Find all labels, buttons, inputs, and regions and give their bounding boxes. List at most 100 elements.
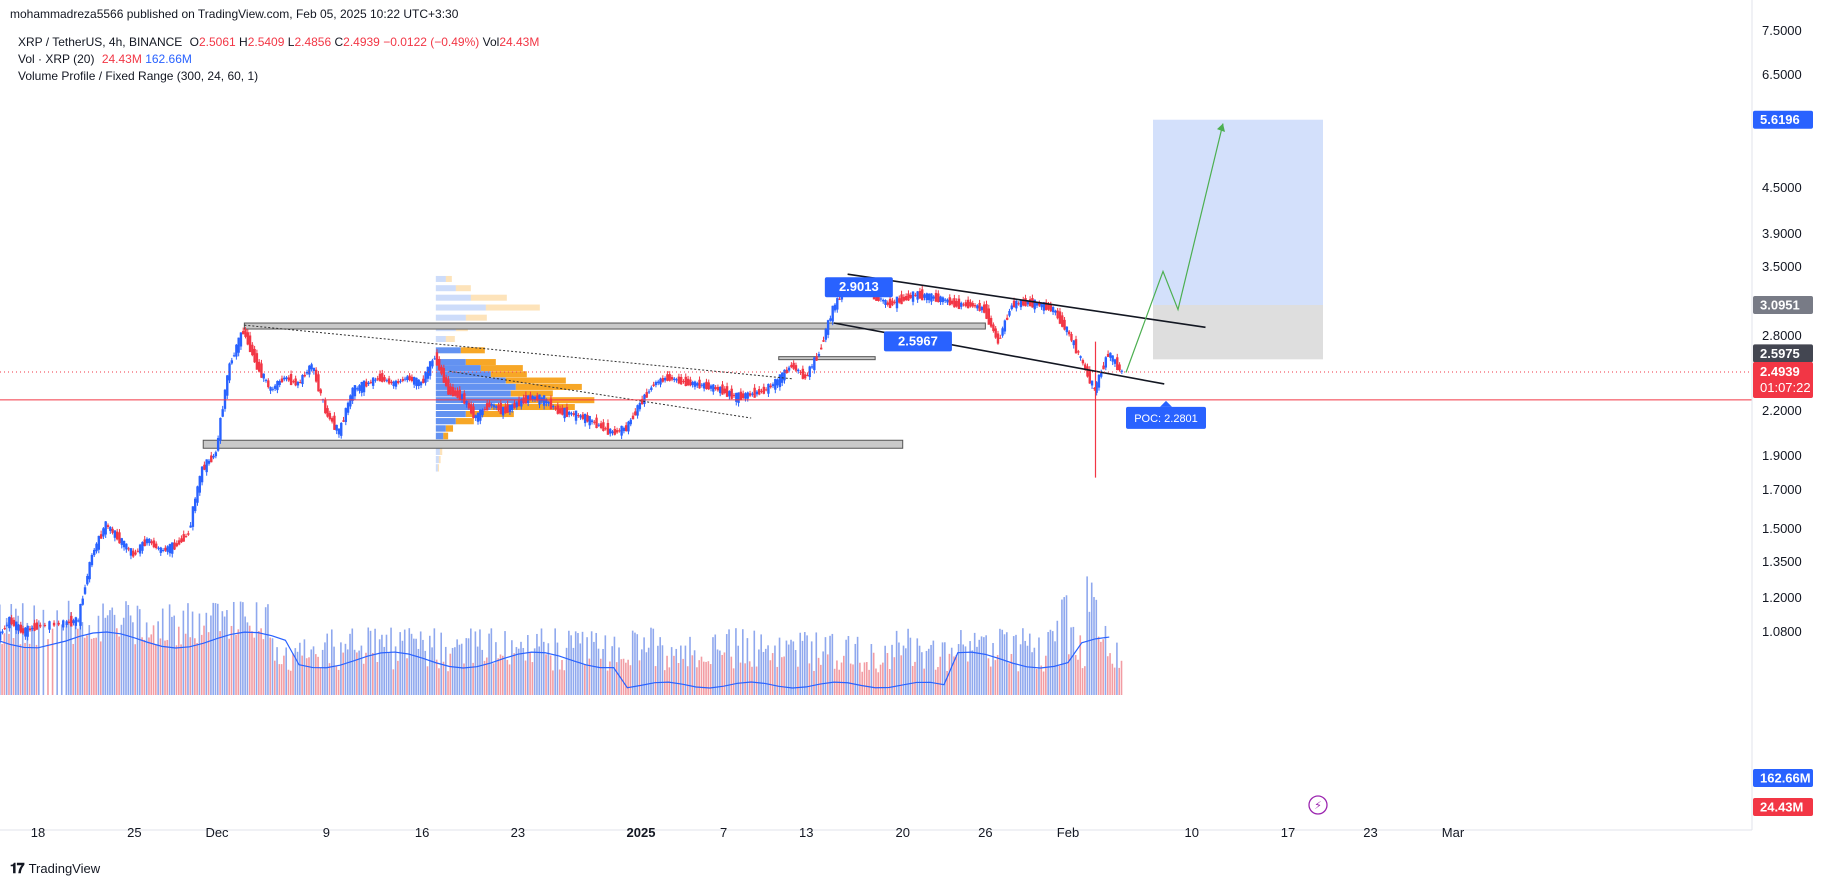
volume-bar xyxy=(171,616,173,695)
candle-body xyxy=(81,598,84,605)
volume-bar xyxy=(485,657,488,695)
price-tick-label: 6.5000 xyxy=(1762,67,1802,82)
candle-body xyxy=(953,298,956,308)
candle-body xyxy=(684,376,687,386)
volume-bar xyxy=(588,658,591,695)
open-key: O xyxy=(189,35,199,49)
vp-bar-up xyxy=(435,411,466,418)
candle-body xyxy=(458,389,461,401)
volume-bar xyxy=(888,669,891,695)
volume-bar xyxy=(31,625,33,695)
candle-body xyxy=(310,364,313,370)
volume-bar xyxy=(1106,656,1109,695)
volume-bar xyxy=(778,637,781,695)
candle-body xyxy=(467,402,471,409)
candle-body xyxy=(273,385,277,389)
vp-bar-down xyxy=(490,404,575,411)
candle-body xyxy=(755,391,759,395)
volume-bar xyxy=(17,615,19,695)
volume-bar xyxy=(797,666,799,695)
volume-bar xyxy=(221,611,224,695)
symbol-name[interactable]: XRP / TetherUS, 4h, BINANCE xyxy=(18,35,183,49)
volume-bar xyxy=(877,672,880,695)
volume-bar xyxy=(517,648,520,695)
vp-indicator-name[interactable]: Volume Profile / Fixed Range (300, 24, 6… xyxy=(18,69,259,83)
label-2-9013-bg xyxy=(824,277,893,298)
vol-indicator-name[interactable]: Vol · XRP (20) xyxy=(18,52,95,66)
volume-bar xyxy=(826,654,829,695)
volume-bar xyxy=(1031,652,1033,695)
candle-body xyxy=(764,389,768,391)
volume-bar xyxy=(273,660,276,695)
candle-body xyxy=(444,377,448,386)
volume-bar xyxy=(893,657,896,695)
candle-body xyxy=(930,293,933,302)
volume-bar xyxy=(556,642,559,695)
price-tick-label: 3.9000 xyxy=(1762,226,1802,241)
volume-bar xyxy=(317,656,319,695)
volume-bar xyxy=(776,666,779,695)
volume-bar xyxy=(803,632,806,695)
candle-body xyxy=(93,549,96,556)
volume-bar xyxy=(106,615,109,695)
candle-body xyxy=(778,374,782,388)
volume-bar xyxy=(1010,653,1013,695)
candle-body xyxy=(707,382,710,390)
volume-bar xyxy=(909,637,912,695)
volume-bar xyxy=(454,647,456,695)
footer-brand[interactable]: 𝟏𝟕 TradingView xyxy=(10,860,100,877)
candle-body xyxy=(132,550,135,557)
candle-body xyxy=(1003,320,1007,332)
candle-body xyxy=(531,396,534,400)
volume-bar xyxy=(189,637,192,695)
candle-body xyxy=(570,413,573,415)
candle-body xyxy=(394,380,398,387)
candle-body xyxy=(517,399,521,407)
candle-body xyxy=(180,538,183,543)
candle-body xyxy=(806,374,809,376)
candle-body xyxy=(456,390,459,398)
volume-bar xyxy=(122,617,125,695)
candle-body xyxy=(939,296,942,303)
volume-bar xyxy=(854,643,857,695)
volume-bar xyxy=(378,639,381,695)
vol-ma-badge-bg xyxy=(1753,769,1813,787)
candle-body xyxy=(328,413,332,420)
volume-bar xyxy=(886,652,889,695)
candle-body xyxy=(606,423,610,435)
candle-body xyxy=(335,424,338,431)
volume-bar xyxy=(652,628,655,695)
time-tick-label: 7 xyxy=(720,825,727,840)
volume-bar xyxy=(24,642,26,695)
volume-bar xyxy=(472,662,474,695)
resistance-box xyxy=(243,322,986,330)
candle-body xyxy=(251,344,254,356)
candle-body xyxy=(712,384,715,392)
vol-indicator-value: 24.43M xyxy=(101,52,142,66)
volume-bar xyxy=(872,652,875,695)
volume-bar xyxy=(104,617,107,695)
label-2-9013: 2.9013 xyxy=(839,279,879,294)
volume-bar xyxy=(927,648,930,695)
candle-body xyxy=(260,363,263,378)
price-tick-label: 2.2000 xyxy=(1762,403,1802,418)
candle-body xyxy=(797,369,800,372)
volume-bar xyxy=(315,654,317,695)
volume-bar xyxy=(408,628,411,695)
volume-bar xyxy=(709,664,712,695)
vp-bar-down xyxy=(510,390,553,397)
candle-body xyxy=(337,428,341,435)
candle-body xyxy=(634,411,637,416)
volume-bar xyxy=(907,628,909,695)
candle-body xyxy=(33,623,36,631)
volume-bar xyxy=(813,670,815,695)
publisher-line: mohammadreza5566 published on TradingVie… xyxy=(10,7,459,21)
volume-bar xyxy=(536,633,538,695)
candle-body xyxy=(1083,364,1087,369)
candle-body xyxy=(565,407,569,417)
candle-body xyxy=(324,400,327,414)
volume-bar xyxy=(527,635,529,695)
volume-bar xyxy=(1012,636,1015,695)
vol-badge: 24.43M xyxy=(1760,800,1803,815)
